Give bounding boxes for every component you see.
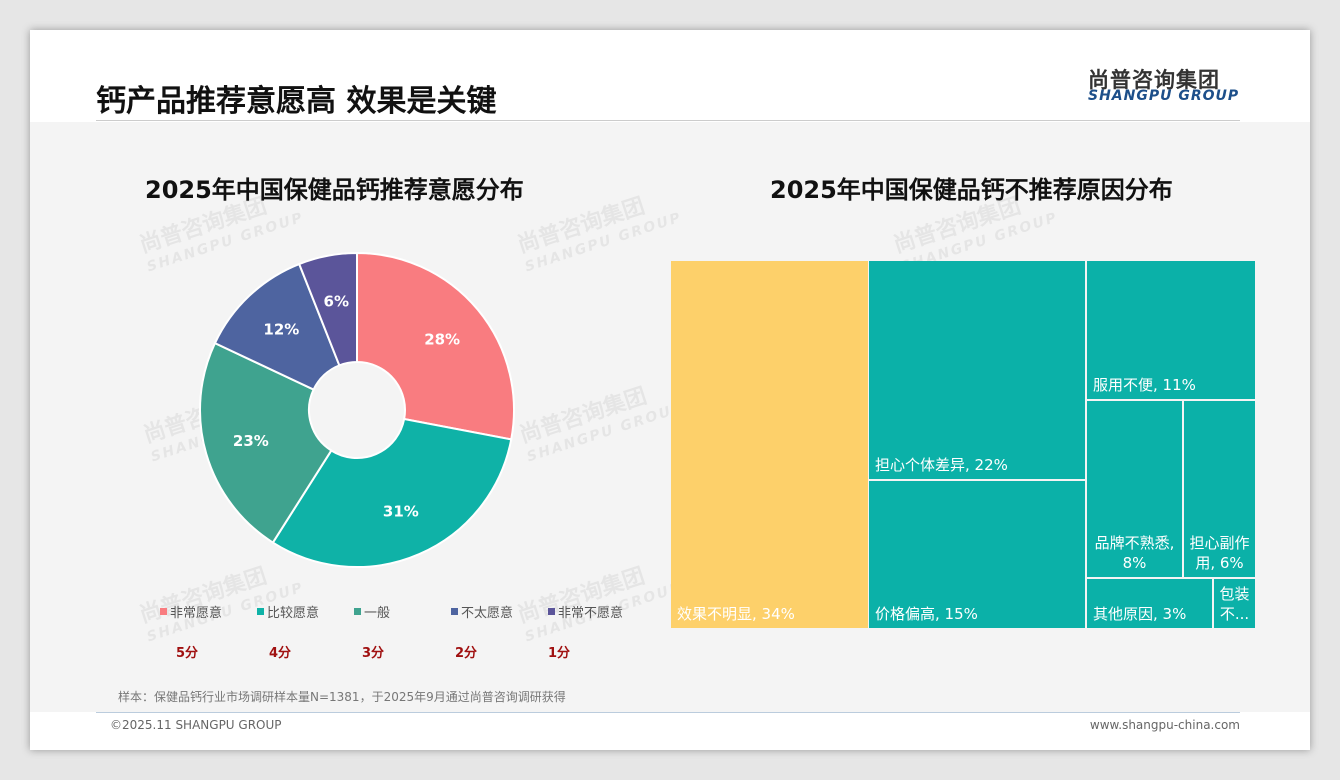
pie-slice-0: [356, 251, 515, 441]
divider: [96, 120, 1240, 121]
legend-item: 非常不愿意: [548, 602, 645, 621]
treemap-cell: 其他原因, 3%: [1087, 579, 1212, 628]
treemap-label: 品牌不熟悉, 8%: [1094, 534, 1175, 572]
treemap-label: 价格偏高, 15%: [875, 605, 978, 623]
treemap-title: 2025年中国保健品钙不推荐原因分布: [770, 176, 1173, 204]
pie-slice-2: [199, 341, 333, 544]
legend-label: 非常不愿意: [558, 606, 624, 621]
logo-en: SHANGPU GROUP: [1088, 88, 1240, 104]
treemap-label: 担心副作用, 6%: [1189, 534, 1250, 572]
logo-cn: 尚普咨询集团: [1088, 68, 1220, 92]
legend-item: 比较愿意: [257, 602, 354, 621]
legend-item: 不太愿意: [451, 602, 548, 621]
legend-swatch: [548, 608, 555, 615]
treemap-label: 其他原因, 3%: [1093, 605, 1187, 623]
treemap-cell: 服用不便, 11%: [1087, 261, 1255, 399]
score-label: 4分: [269, 646, 292, 661]
legend-swatch: [257, 608, 264, 615]
treemap-label: 包装不...: [1219, 585, 1250, 623]
score-label: 2分: [455, 646, 478, 661]
pie-slice-3: [213, 262, 341, 391]
legend: 非常愿意 比较愿意 一般 不太愿意 非常不愿意: [160, 602, 645, 621]
legend-label: 非常愿意: [170, 606, 223, 621]
treemap-label: 担心个体差异, 22%: [875, 456, 1008, 474]
legend-label: 比较愿意: [267, 606, 320, 621]
legend-label: 一般: [364, 606, 391, 621]
treemap-cell: 价格偏高, 15%: [869, 481, 1085, 628]
pie-label: 31%: [383, 502, 419, 520]
treemap-cell: 品牌不熟悉, 8%: [1087, 401, 1182, 577]
pie-label: 23%: [233, 432, 269, 450]
pie-label: 12%: [263, 320, 299, 338]
score-label: 1分: [548, 646, 571, 661]
pie-slice-4: [297, 251, 358, 367]
treemap-label: 服用不便, 11%: [1093, 376, 1196, 394]
footer-divider: [96, 712, 1240, 713]
legend-label: 不太愿意: [461, 606, 514, 621]
pie-title: 2025年中国保健品钙推荐意愿分布: [145, 176, 524, 204]
treemap-cell: 担心个体差异, 22%: [869, 261, 1085, 479]
score-label: 5分: [176, 646, 199, 661]
legend-item: 非常愿意: [160, 602, 257, 621]
sample-note: 样本：保健品钙行业市场调研样本量N=1381，于2025年9月通过尚普咨询调研获…: [118, 690, 566, 704]
copyright: ©2025.11 SHANGPU GROUP: [110, 718, 282, 732]
pie-slice-1: [271, 417, 513, 568]
legend-swatch: [451, 608, 458, 615]
slide: 钙产品推荐意愿高 效果是关键 尚普咨询集团 SHANGPU GROUP 尚普咨询…: [30, 30, 1310, 750]
legend-swatch: [160, 608, 167, 615]
website: www.shangpu-china.com: [1089, 718, 1240, 732]
pie-label: 6%: [324, 292, 349, 310]
score-label: 3分: [362, 646, 385, 661]
treemap-cell: 效果不明显, 34%: [671, 261, 868, 628]
donut-chart: 28% 31% 23% 12% 6%: [199, 251, 515, 568]
pie-label: 28%: [424, 331, 460, 349]
legend-item: 一般: [354, 602, 451, 621]
legend-swatch: [354, 608, 361, 615]
page-title: 钙产品推荐意愿高 效果是关键: [96, 84, 497, 119]
score-labels: 5分 4分 3分 2分 1分: [176, 642, 641, 661]
treemap-cell: 包装不...: [1214, 579, 1255, 628]
treemap-label: 效果不明显, 34%: [677, 605, 795, 623]
treemap-cell: 担心副作用, 6%: [1184, 401, 1255, 577]
